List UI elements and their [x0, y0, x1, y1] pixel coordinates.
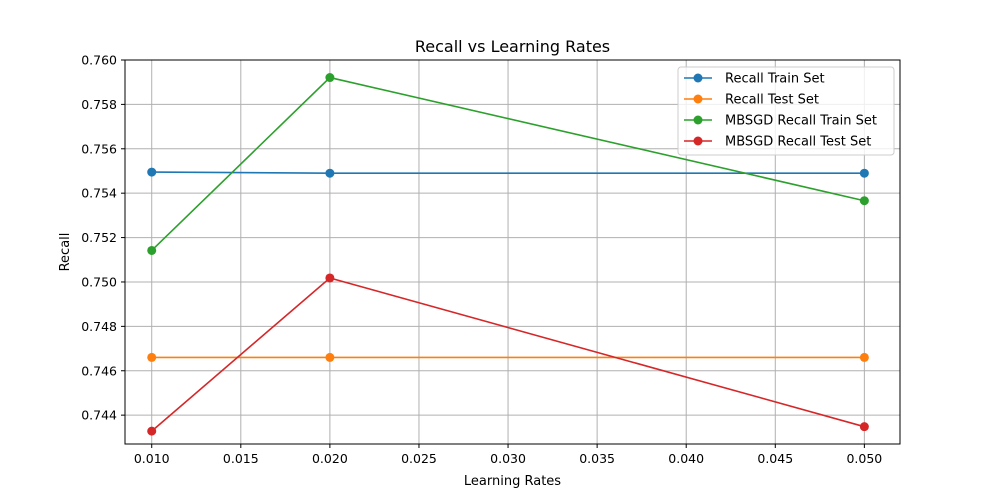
y-tick-label: 0.760: [81, 53, 117, 68]
series-4: [147, 273, 869, 436]
legend-marker: [693, 73, 703, 83]
legend-label: Recall Train Set: [725, 72, 825, 87]
y-tick-label: 0.746: [81, 363, 117, 378]
x-tick-label: 0.025: [401, 451, 437, 466]
legend-marker: [693, 94, 703, 104]
x-axis: 0.010 0.015 0.020 0.025 0.030 0.035 0.040 0.045…: [134, 444, 882, 466]
y-tick-label: 0.744: [81, 408, 117, 423]
legend-item: Recall Train Set: [684, 72, 825, 87]
x-tick-label: 0.045: [757, 451, 793, 466]
y-tick-label: 0.750: [81, 274, 117, 289]
data-point: [325, 168, 335, 178]
series-3: [147, 73, 869, 255]
data-point: [859, 168, 869, 178]
x-tick-label: 0.035: [579, 451, 615, 466]
x-tick-label: 0.020: [312, 451, 348, 466]
y-tick-label: 0.748: [81, 319, 117, 334]
data-point: [147, 352, 157, 362]
legend-marker: [693, 115, 703, 125]
legend-label: MBSGD Recall Test Set: [725, 135, 871, 150]
plot-frame: [124, 59, 901, 445]
data-point: [325, 73, 335, 83]
legend-label: Recall Test Set: [725, 93, 819, 108]
data-point: [147, 167, 157, 177]
legend-label: MBSGD Recall Train Set: [725, 114, 877, 129]
y-tick-label: 0.756: [81, 141, 117, 156]
legend-item: Recall Test Set: [684, 93, 819, 108]
series-layer: [147, 73, 869, 436]
data-point: [859, 196, 869, 206]
data-point: [325, 273, 335, 283]
y-tick-label: 0.754: [81, 186, 117, 201]
y-axis: 0.744 0.746 0.748 0.750 0.752 0.754 0.756 0.758…: [81, 53, 125, 423]
data-point: [147, 245, 157, 255]
x-axis-title: Learning Rates: [464, 474, 561, 489]
data-point: [859, 422, 869, 432]
series-2: [147, 352, 869, 362]
legend: Recall Train Set Recall Test Set MBSGD Rec…: [677, 66, 895, 156]
x-tick-label: 0.015: [223, 451, 259, 466]
series-1: [147, 167, 869, 178]
legend-item: MBSGD Recall Test Set: [684, 135, 871, 150]
x-tick-label: 0.050: [846, 451, 882, 466]
chart-title: Recall vs Learning Rates: [415, 37, 610, 56]
y-tick-label: 0.758: [81, 97, 117, 112]
x-tick-label: 0.040: [668, 451, 704, 466]
legend-item: MBSGD Recall Train Set: [684, 114, 877, 129]
legend-marker: [693, 136, 703, 146]
data-point: [325, 352, 335, 362]
y-axis-title: Recall: [58, 233, 73, 272]
data-point: [859, 352, 869, 362]
y-tick-label: 0.752: [81, 230, 117, 245]
legend-box: [677, 66, 895, 156]
x-tick-label: 0.010: [134, 451, 170, 466]
data-point: [147, 426, 157, 436]
x-tick-label: 0.030: [490, 451, 526, 466]
